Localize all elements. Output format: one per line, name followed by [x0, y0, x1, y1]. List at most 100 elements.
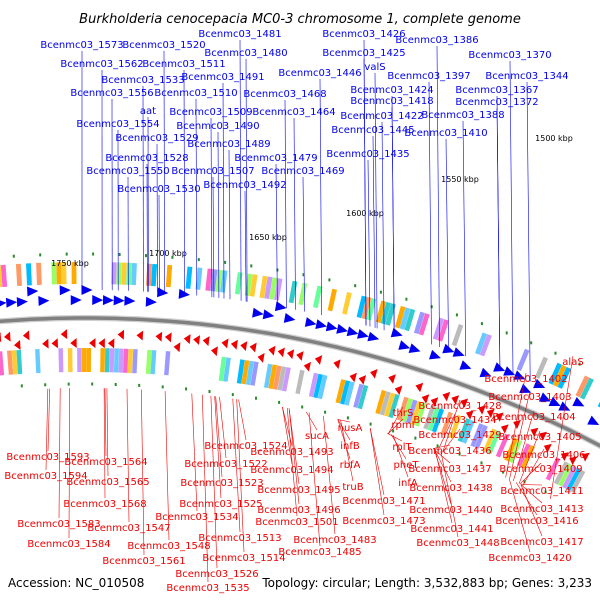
reverse-annotation-block [16, 349, 23, 375]
reverse-gene-arrow [296, 351, 304, 361]
reverse-leader-line [440, 451, 459, 538]
reverse-gene-arrow [495, 412, 504, 422]
reverse-annotation-block [379, 391, 391, 416]
forward-annotation-block [553, 364, 567, 387]
forward-annotation-block [418, 313, 430, 336]
forward-annotation-block [15, 263, 22, 286]
reverse-annotation-block [295, 369, 305, 395]
forward-gene-label: Bcenmc03_1511 [142, 59, 225, 70]
reverse-annotation-block [86, 348, 91, 372]
forward-annotation-block [0, 264, 8, 287]
reverse-gene-arrow [370, 369, 378, 379]
reverse-annotation-block [357, 384, 369, 410]
reverse-gene-label: Bcenmc03_1437 [408, 464, 491, 475]
forward-leader-line [212, 176, 215, 298]
inner-marker [255, 396, 257, 400]
reverse-gene-arrow [513, 419, 521, 430]
reverse-annotation-block [508, 439, 523, 464]
reverse-gene-label: Bcenmc03_1523 [180, 478, 263, 489]
reverse-annotation-block [35, 349, 41, 374]
forward-gene-arrow [572, 397, 585, 407]
forward-leader-line [222, 82, 225, 299]
reverse-annotation-block [431, 408, 445, 433]
reverse-gene-arrow [164, 332, 172, 343]
reverse-annotation-block [145, 349, 152, 374]
reverse-annotation-block [132, 349, 138, 374]
reverse-annotation-block [272, 365, 282, 390]
reverse-gene-arrow [257, 353, 265, 363]
forward-annotation-block [375, 300, 387, 324]
reverse-gene-label: nusA [338, 423, 363, 434]
map-title: Burkholderia cenocepacia MC0-3 chromosom… [79, 12, 521, 27]
reverse-leader-line [442, 428, 461, 453]
forward-gene-labels: Bcenmc03_1481 Bcenmc03_1426Bcenmc03_1573B… [40, 29, 568, 195]
forward-annotation-block [361, 296, 372, 320]
forward-gene-label: Bcenmc03_1573 [40, 40, 123, 51]
forward-gene-arrow [5, 297, 18, 308]
inner-marker [523, 480, 526, 484]
reverse-gene-label: Bcenmc03_1584 [27, 539, 110, 550]
forward-gene-arrow [0, 300, 7, 307]
forward-annotation-block [385, 303, 396, 326]
outer-marker [302, 273, 305, 277]
reverse-gene-arrow [287, 349, 295, 360]
forward-gene-leaders [81, 39, 531, 382]
inner-marker [502, 470, 505, 474]
reverse-gene-label: Bcenmc03_1526 [175, 569, 258, 580]
reverse-leader-line [308, 412, 321, 547]
reverse-gene-label: Bcenmc03_1404 [492, 412, 575, 423]
reverse-leader-line [210, 395, 218, 569]
reverse-leader-line [282, 407, 293, 447]
reverse-gene-label: Bcenmc03_1428 [418, 401, 501, 412]
reverse-annotation-block [388, 393, 400, 419]
forward-gene-arrow [459, 360, 472, 370]
reverse-annotation-block [223, 357, 231, 382]
forward-leader-line [526, 81, 531, 382]
reverse-gene-arrow [136, 330, 144, 341]
reverse-leader-line [337, 419, 351, 441]
inner-marker [480, 461, 483, 465]
reverse-annotation-block [553, 461, 569, 485]
reverse-annotation-block [340, 380, 351, 405]
reverse-gene-arrow [155, 331, 163, 342]
forward-annotation-block [61, 262, 67, 285]
forward-annotation-block [597, 401, 600, 408]
reverse-gene-label: Bcenmc03_1501 [255, 517, 338, 528]
reverse-gene-arrow [0, 332, 2, 343]
forward-gene-arrow [252, 307, 264, 318]
reverse-gene-arrow [202, 336, 210, 347]
forward-gene-label: Bcenmc03_1388 [421, 110, 504, 121]
reverse-leader-line [520, 484, 543, 537]
reverse-gene-label: Bcenmc03_1440 [409, 505, 492, 516]
forward-gene-arrow [513, 370, 526, 380]
reverse-leader-line [215, 396, 223, 478]
reverse-gene-label: Bcenmc03_1485 [278, 547, 361, 558]
forward-gene-arrow [429, 349, 441, 360]
reverse-leader-line [390, 434, 407, 460]
reverse-leader-line [369, 428, 385, 516]
reverse-leader-line [388, 418, 404, 434]
forward-annotation-block [298, 282, 308, 306]
outer-marker [171, 255, 174, 259]
reverse-leader-line [164, 391, 170, 541]
reverse-gene-label: Bcenmc03_1568 [63, 499, 146, 510]
reverse-gene-label: Bcenmc03_1413 [500, 504, 583, 515]
forward-leader-line [183, 69, 185, 295]
forward-annotation-block [51, 262, 57, 285]
forward-leader-line [156, 143, 158, 293]
forward-annotation-block [394, 305, 406, 329]
forward-annotation-block [111, 262, 117, 285]
reverse-annotation-block [449, 414, 462, 439]
forward-annotation-block [36, 262, 42, 285]
reverse-annotation-block [100, 348, 105, 373]
forward-gene-arrow [503, 366, 516, 376]
reverse-gene-label: alaS [562, 357, 583, 368]
forward-gene-arrow [283, 313, 296, 323]
outer-marker [12, 254, 15, 258]
reverse-gene-arrow [14, 340, 21, 350]
forward-gene-label: Bcenmc03_1556 [70, 88, 153, 99]
reverse-leader-line [191, 393, 198, 512]
reverse-gene-arrow [107, 338, 115, 349]
scale-label: 1650 kbp [249, 233, 287, 242]
outer-marker [39, 253, 42, 257]
